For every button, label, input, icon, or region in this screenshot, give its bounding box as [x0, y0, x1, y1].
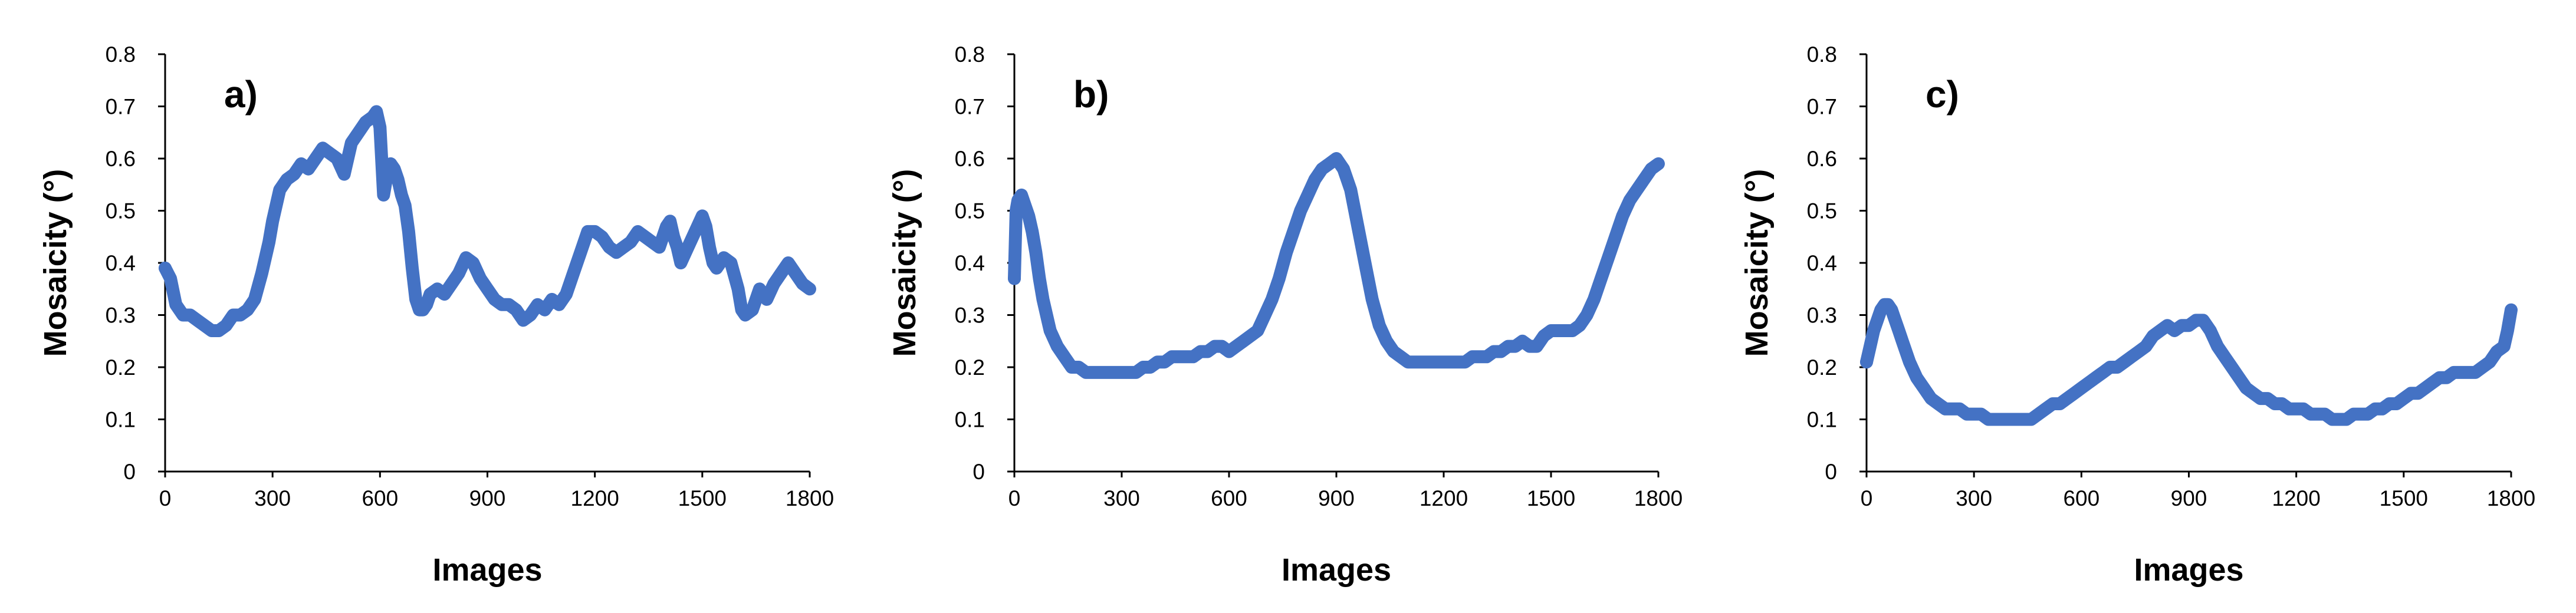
panel-b-x-axis-title: Images: [1282, 552, 1391, 588]
panel-b-x-tick-label: 1800: [1634, 486, 1683, 510]
panel-b-x-tick-label: 1500: [1527, 486, 1575, 510]
panel-c-x-tick-label: 0: [1861, 486, 1873, 510]
panel-b-y-tick-label: 0.6: [955, 147, 985, 171]
panel-c-y-tick-label: 0: [1825, 460, 1837, 484]
panel-a-x-axis-title: Images: [432, 552, 542, 588]
panel-b-y-axis-title: Mosaicity (°): [887, 169, 922, 357]
panel-c-y-tick-label: 0.8: [1807, 42, 1837, 67]
panel-a-data-point: [159, 261, 172, 275]
panel-b-x-tick-label: 300: [1103, 486, 1140, 510]
panel-a-x-tick-label: 1500: [678, 486, 727, 510]
panel-b-label: b): [1073, 73, 1109, 116]
panel-b-y-tick-label: 0.3: [955, 304, 985, 328]
panel-b-y-tick-label: 0.1: [955, 408, 985, 432]
panel-a-y-tick-label: 0.2: [106, 355, 136, 380]
panel-b-series-line: [1008, 152, 1665, 379]
panel-c-y-tick-label: 0.2: [1807, 355, 1837, 380]
panel-a-y-tick-label: 0.5: [106, 199, 136, 223]
panel-c-x-tick-label: 1500: [2380, 486, 2428, 510]
panel-c-x-tick-label: 1800: [2487, 486, 2535, 510]
panel-c-series-line: [1860, 298, 2518, 426]
panel-a-x-tick-label: 300: [254, 486, 291, 510]
panel-a-x-tick-label: 1200: [571, 486, 619, 510]
panel-c-x-tick-label: 600: [2063, 486, 2099, 510]
panel-a-chart: 0 0.1 0.2 0.3 0.4 0.5 0.6 0.7 0.8 0 300 600 900 1200 1…: [38, 42, 834, 588]
panel-c-y-tick-label: 0.7: [1807, 95, 1837, 119]
panel-a-x-tick-label: 900: [469, 486, 506, 510]
panel-b-y-tick-label: 0.7: [955, 95, 985, 119]
panel-c-y-tick-label: 0.1: [1807, 408, 1837, 432]
panel-c-x-tick-label: 1200: [2272, 486, 2321, 510]
panel-b-y-tick-label: 0.4: [955, 251, 985, 275]
panel-c-chart: 0 0.1 0.2 0.3 0.4 0.5 0.6 0.7 0.8 0 300 600 900 1200 1…: [1739, 42, 2535, 588]
panel-c-label: c): [1926, 73, 1959, 116]
panel-c-y-tick-label: 0.4: [1807, 251, 1837, 275]
panel-a-y-tick-label: 0.8: [106, 42, 136, 67]
panel-a-y-axis-title: Mosaicity (°): [38, 169, 73, 357]
panel-a-y-tick-label: 0.6: [106, 147, 136, 171]
panel-c-y-tick-label: 0.3: [1807, 304, 1837, 328]
panel-b-y-tick-label: 0: [972, 460, 985, 484]
panel-b-data-point: [1008, 272, 1021, 285]
panel-b-y-tick-label: 0.8: [955, 42, 985, 67]
panel-b-x-tick-label: 1200: [1420, 486, 1468, 510]
panel-a-y-tick-label: 0: [123, 460, 136, 484]
panel-b-x-tick-label: 600: [1211, 486, 1247, 510]
panel-a-x-tick-label: 600: [362, 486, 398, 510]
panel-c-y-tick-label: 0.6: [1807, 147, 1837, 171]
panel-a-x-tick-label: 0: [159, 486, 172, 510]
panel-b-chart: 0 0.1 0.2 0.3 0.4 0.5 0.6 0.7 0.8 0 300 600 900 1200 1…: [887, 42, 1683, 588]
panel-a-y-tick-label: 0.7: [106, 95, 136, 119]
panel-c-data-point: [1860, 355, 1873, 369]
panel-c-x-axis-title: Images: [2134, 552, 2243, 588]
panel-a-series-line: [159, 105, 816, 337]
panel-a-x-tick-label: 1800: [786, 486, 834, 510]
panel-b-x-tick-label: 900: [1318, 486, 1355, 510]
panel-c-y-axis-title: Mosaicity (°): [1739, 169, 1775, 357]
panel-a-y-tick-label: 0.1: [106, 408, 136, 432]
panel-c-y-tick-label: 0.5: [1807, 199, 1837, 223]
panel-c-x-tick-label: 900: [2171, 486, 2207, 510]
panel-b-x-tick-label: 0: [1008, 486, 1021, 510]
panel-a-y-tick-label: 0.3: [106, 304, 136, 328]
panel-b-y-tick-label: 0.2: [955, 355, 985, 380]
panel-b-y-tick-label: 0.5: [955, 199, 985, 223]
panel-a-y-tick-label: 0.4: [106, 251, 136, 275]
panel-a-label: a): [224, 73, 258, 116]
panel-c-x-tick-label: 300: [1956, 486, 1992, 510]
